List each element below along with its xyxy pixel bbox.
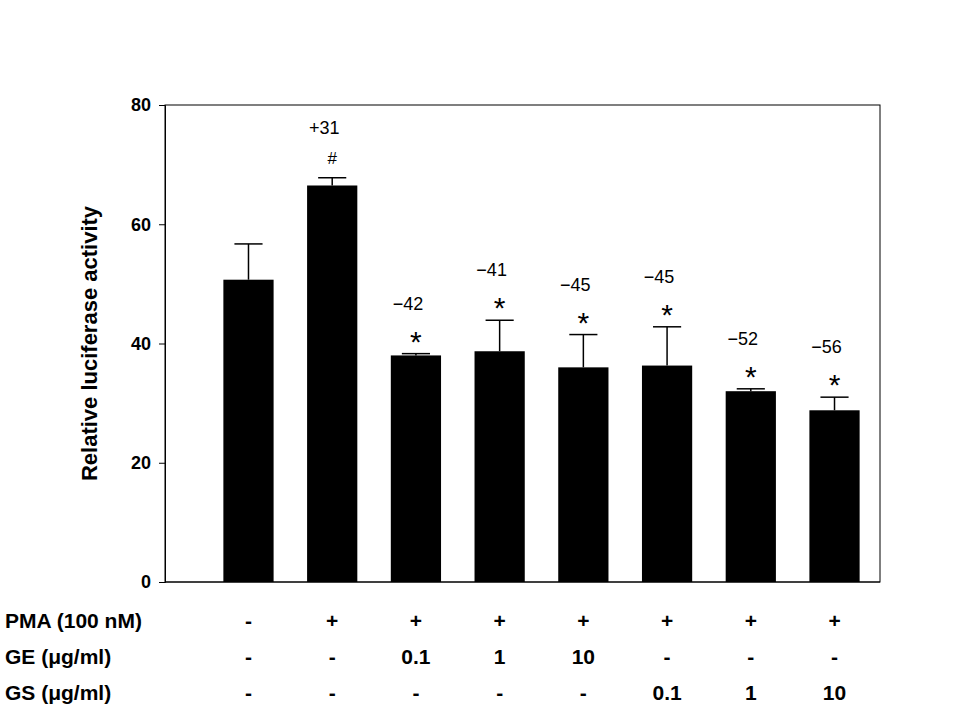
row-value: 0.1 (652, 681, 682, 704)
row-value: + (494, 609, 506, 632)
y-axis-line (159, 106, 166, 583)
y-axis-title: Relative luciferase activity (77, 205, 102, 481)
condition-table: PMA (100 nM) - + + + + + + + GE (μg/ml) - - 0.1 1 10 - -… (5, 609, 846, 704)
row-value: 10 (823, 681, 846, 704)
significance-label: * (578, 306, 590, 339)
error-bar (486, 320, 514, 351)
row-value: - (245, 609, 252, 632)
row-value: 1 (745, 681, 757, 704)
y-tick-mark (159, 463, 165, 464)
row-label: GE (μg/ml) (5, 645, 111, 668)
significance-label: # (327, 149, 337, 168)
error-bar-stem (499, 320, 501, 351)
y-tick-label: 80 (131, 95, 151, 115)
error-bar (318, 178, 346, 186)
percent-label: −41 (476, 260, 507, 280)
row-value: 1 (494, 645, 506, 668)
percent-label: +31 (309, 118, 340, 138)
row-value: - (329, 681, 336, 704)
row-value: - (580, 681, 587, 704)
y-tick: 80 (131, 95, 165, 115)
y-tick-mark (159, 344, 165, 345)
error-bar-stem (248, 244, 250, 280)
bar (307, 185, 357, 582)
row-value: + (410, 609, 422, 632)
plot-frame (165, 105, 880, 582)
y-tick: 20 (131, 453, 165, 473)
chart: 0 20 40 60 80 Relative luciferase activity # +3… (0, 0, 960, 720)
y-tick: 60 (131, 215, 165, 235)
error-bar-cap (318, 177, 346, 179)
row-label: PMA (100 nM) (5, 609, 142, 632)
y-tick-mark (159, 224, 165, 225)
error-bar-stem (583, 335, 585, 368)
significance-label: * (410, 325, 422, 358)
bar (223, 280, 273, 582)
row-value: 10 (572, 645, 595, 668)
y-tick-label: 20 (131, 453, 151, 473)
row-value: + (326, 609, 338, 632)
row-value: 0.1 (401, 645, 431, 668)
error-bar-stem (666, 327, 668, 366)
error-bar-cap (234, 243, 262, 245)
percent-label: −56 (811, 337, 842, 357)
y-tick-mark (159, 582, 165, 583)
y-axis: 0 20 40 60 80 (131, 95, 166, 592)
row-value: - (245, 645, 252, 668)
error-bar (234, 244, 262, 280)
bar (558, 367, 608, 582)
bar (475, 351, 525, 582)
row-value: - (496, 681, 503, 704)
row-value: + (577, 609, 589, 632)
row-value: - (747, 645, 754, 668)
y-tick: 40 (131, 334, 165, 354)
percent-label: −42 (393, 294, 424, 314)
percent-label: −45 (644, 267, 675, 287)
row-value: - (664, 645, 671, 668)
percent-label: −52 (728, 329, 759, 349)
row-value: + (745, 609, 757, 632)
row-value: + (661, 609, 673, 632)
row-label: GS (μg/ml) (5, 681, 111, 704)
row-value: - (412, 681, 419, 704)
row-value: - (329, 645, 336, 668)
row-value: - (245, 681, 252, 704)
row-value: + (828, 609, 840, 632)
y-tick: 0 (141, 572, 165, 592)
bar (726, 391, 776, 582)
row-value: - (831, 645, 838, 668)
bar (809, 410, 859, 582)
error-bar (653, 327, 681, 366)
annotations: # +31 * −42 * −41 * −45 * −45 * −52 * −56 (309, 118, 842, 401)
plot-area (223, 178, 859, 582)
y-tick-label: 40 (131, 334, 151, 354)
y-tick-label: 0 (141, 572, 151, 592)
percent-label: −45 (560, 275, 591, 295)
error-bar (569, 335, 597, 368)
significance-label: * (494, 291, 506, 324)
y-tick-mark (159, 105, 165, 106)
significance-label: * (829, 368, 841, 401)
significance-label: * (745, 360, 757, 393)
bar (642, 366, 692, 582)
significance-label: * (661, 298, 673, 331)
error-bar-stem (331, 178, 333, 186)
y-tick-label: 60 (131, 215, 151, 235)
bar (391, 355, 441, 582)
